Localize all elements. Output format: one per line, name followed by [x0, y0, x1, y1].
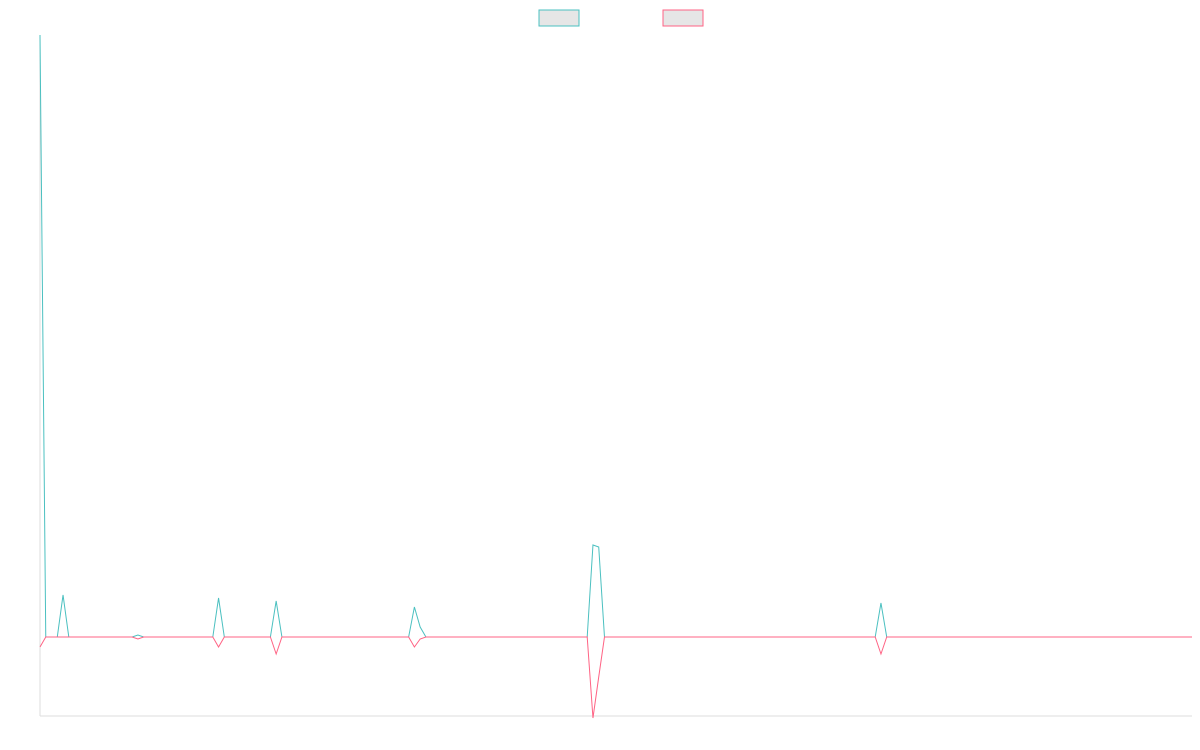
line-series — [39, 34, 1192, 638]
legend-swatch — [662, 9, 704, 27]
line-series — [39, 636, 1192, 719]
legend-swatch — [538, 9, 580, 27]
